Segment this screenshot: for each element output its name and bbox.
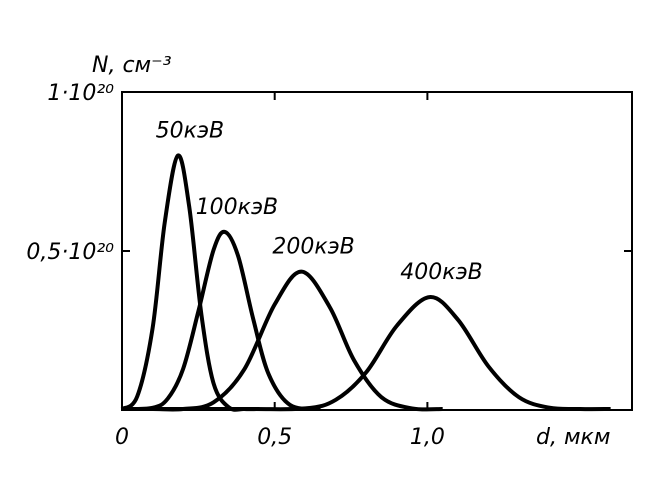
curve-label: 400кэВ xyxy=(400,260,482,285)
curve-label: 50кэВ xyxy=(156,119,224,144)
curve xyxy=(121,295,611,412)
y-tick-label: 0,5·10²⁰ xyxy=(26,240,114,265)
curve-label: 100кэВ xyxy=(196,195,278,220)
curve-label: 200кэВ xyxy=(272,235,354,260)
x-tick-label: 1,0 xyxy=(410,425,445,450)
y-axis-label: N, см⁻³ xyxy=(92,53,172,78)
x-axis-label: d, мкм xyxy=(536,425,610,450)
y-tick-label: 1·10²⁰ xyxy=(47,81,114,106)
x-tick-label: 0 xyxy=(115,425,129,450)
curve xyxy=(120,153,260,412)
curve xyxy=(121,229,321,411)
curve xyxy=(122,269,443,412)
x-tick-label: 0,5 xyxy=(257,425,292,450)
